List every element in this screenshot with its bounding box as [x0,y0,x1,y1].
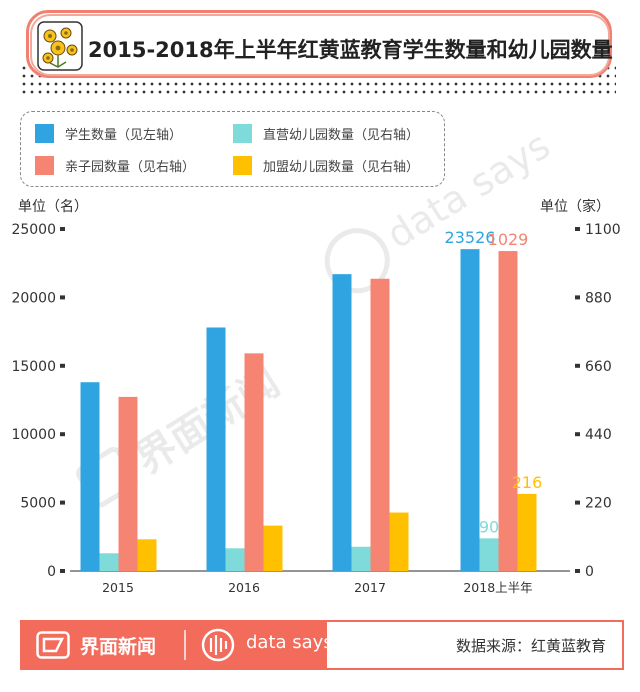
right-tick-mark [575,432,580,437]
right-tick-label: 0 [585,564,594,580]
right-tick-label: 220 [585,496,612,512]
bar-2-1 [351,546,371,571]
bar-3-1 [479,538,499,571]
footer-brand-name: 界面新闻 [80,636,157,658]
brand-logo-icon [36,631,70,659]
data-labels-group: 23526 90 1029 216 [445,228,543,536]
left-tick-label: 25000 [11,222,56,238]
left-tick-mark [60,227,65,231]
bar-1-1 [225,548,245,571]
bar-2-2 [370,278,390,571]
bar-0-2 [118,396,138,571]
legend: 学生数量（见左轴） 直营幼儿园数量（见右轴） 亲子园数量（见右轴） 加盟幼儿园数… [20,111,445,187]
flower-icon [37,21,83,71]
left-tick-label: 5000 [20,496,56,512]
bar-3-3 [517,493,537,571]
footer-brand-panel: 界面新闻 data says [22,622,333,668]
right-axis-unit: 单位（家） [540,199,610,215]
data-label: 216 [512,473,543,492]
bar-2-0 [332,274,352,571]
left-axis-unit: 单位（名） [18,199,88,215]
data-says-logo-icon [201,628,235,662]
x-tick-label: 2017 [354,580,386,595]
bars-group [80,249,537,572]
right-tick-label: 440 [585,427,612,443]
watermark-brand: 界面新闻 [128,359,288,483]
right-tick-mark [575,227,580,231]
right-tick-label: 1100 [585,222,621,238]
legend-label-parent-child-centers: 亲子园数量（见右轴） [65,160,196,175]
x-tick-label: 2018上半年 [463,580,532,595]
data-label: 1029 [488,230,529,249]
right-tick-mark [575,569,580,573]
page-title: 2015-2018年上半年红黄蓝教育学生数量和幼儿园数量 [88,38,613,62]
watermark-logo-icon [76,446,138,508]
left-tick-mark [60,500,65,505]
x-tick-label: 2015 [102,580,134,595]
data-label: 90 [479,517,499,536]
legend-swatch-students [35,124,54,143]
bar-3-2 [498,251,518,572]
right-tick-label: 880 [585,290,612,306]
watermark-circle-icon [324,228,390,294]
footer-data-says: data says [246,632,333,653]
legend-swatch-parent-child-centers [35,156,54,175]
bar-0-3 [137,539,157,571]
legend-label-students: 学生数量（见左轴） [65,128,183,143]
legend-swatch-direct-kindergartens [233,124,252,143]
left-tick-label: 20000 [11,290,56,306]
left-tick-label: 10000 [11,427,56,443]
legend-label-franchise-kindergartens: 加盟幼儿园数量（见右轴） [263,160,420,175]
footer: 界面新闻 data says 数据来源：红黄蓝教育 [20,620,624,670]
title-inner-frame [30,14,610,76]
legend-label-direct-kindergartens: 直营幼儿园数量（见右轴） [263,128,420,143]
data-label: 23526 [445,228,496,247]
left-tick-mark [60,363,65,368]
bar-0-0 [80,382,100,571]
right-tick-mark [575,295,580,300]
bar-3-0 [460,249,480,572]
left-tick-label: 0 [47,564,56,580]
left-tick-mark [60,569,65,573]
bar-1-3 [263,525,283,571]
bar-0-1 [99,553,119,571]
left-tick-mark [60,432,65,437]
left-tick-label: 15000 [11,359,56,375]
x-tick-label: 2016 [228,580,260,595]
axes-group: 0 5000 10000 15000 20000 25000 0 220 440 660 880 11… [11,222,620,595]
bar-2-3 [389,512,409,571]
bar-1-2 [244,353,264,571]
data-source: 数据来源：红黄蓝教育 [455,637,606,655]
right-tick-mark [575,363,580,368]
legend-swatch-franchise-kindergartens [233,156,252,175]
right-tick-mark [575,500,580,505]
bar-1-0 [206,327,226,571]
footer-divider [184,630,186,660]
right-tick-label: 660 [585,359,612,375]
left-tick-mark [60,295,65,300]
